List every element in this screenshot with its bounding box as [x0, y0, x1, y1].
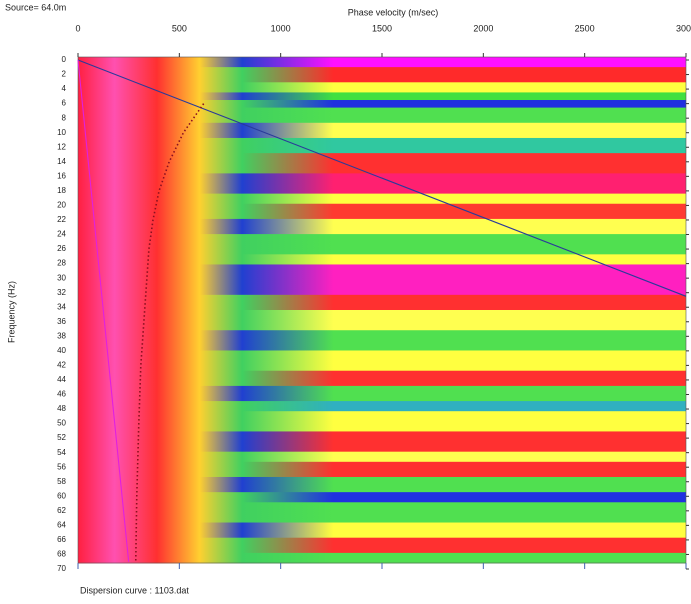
x-tick-label: 2000 — [473, 23, 493, 33]
heatmap-band — [78, 57, 686, 68]
heatmap-band — [78, 522, 686, 539]
heatmap-band — [78, 502, 686, 524]
heatmap-band — [78, 411, 686, 432]
heatmap-band — [78, 431, 686, 453]
heatmap-band — [78, 173, 686, 195]
y-tick-label: 34 — [57, 302, 66, 311]
y-tick-label: 22 — [57, 215, 66, 224]
heatmap-band — [78, 92, 686, 101]
y-tick-label: 60 — [57, 491, 66, 500]
y-tick-label: 56 — [57, 462, 66, 471]
y-tick-label: 8 — [62, 113, 67, 122]
y-tick-label: 66 — [57, 535, 66, 544]
x-tick-label: 2500 — [575, 23, 595, 33]
heatmap-band — [78, 476, 686, 493]
y-tick-label: 10 — [57, 128, 66, 137]
y-tick-label: 28 — [57, 259, 66, 268]
heatmap-band — [78, 370, 686, 387]
source-label: Source= 64.0m — [5, 2, 66, 12]
y-tick-label: 16 — [57, 171, 66, 180]
y-tick-label: 48 — [57, 404, 66, 413]
heatmap-band — [78, 310, 686, 331]
status-label: Dispersion curve : 1103.dat — [80, 585, 189, 595]
heatmap-band — [78, 122, 686, 139]
y-tick-label: 4 — [62, 84, 67, 93]
y-tick-label: 52 — [57, 433, 66, 442]
heatmap-band — [78, 294, 686, 311]
heatmap-band — [78, 461, 686, 478]
heatmap-band — [78, 234, 686, 255]
heatmap-band — [78, 350, 686, 372]
heatmap-band — [78, 218, 686, 235]
y-tick-label: 26 — [57, 244, 66, 253]
heatmap-band — [78, 330, 686, 351]
heatmap-band — [78, 552, 686, 564]
overlay-line — [77, 59, 130, 562]
x-axis-title: Phase velocity (m/sec) — [348, 7, 439, 17]
x-tick-label: 1500 — [372, 23, 392, 33]
heatmap-band — [78, 137, 686, 154]
x-tick-label: 500 — [172, 23, 187, 33]
y-axis-title: Frequency (Hz) — [6, 281, 16, 343]
y-tick-label: 40 — [57, 346, 66, 355]
heatmap-band — [78, 254, 686, 265]
plot-area: 0500100015002000250030000246810121416182… — [57, 23, 691, 573]
y-tick-label: 14 — [57, 157, 66, 166]
y-tick-label: 32 — [57, 288, 66, 297]
heatmap-band — [78, 451, 686, 463]
x-tick-label: 1000 — [271, 23, 291, 33]
y-tick-label: 50 — [57, 419, 66, 428]
heatmap-band — [78, 385, 686, 402]
heatmap-band — [78, 492, 686, 503]
y-tick-label: 38 — [57, 331, 66, 340]
heatmap-band — [78, 107, 686, 124]
y-tick-label: 12 — [57, 142, 66, 151]
heatmap-band — [78, 537, 686, 554]
overlay-line — [77, 59, 687, 297]
y-tick-label: 2 — [62, 70, 67, 79]
heatmap-band — [78, 264, 686, 296]
y-tick-label: 18 — [57, 186, 66, 195]
heatmap-band — [78, 401, 686, 412]
y-tick-label: 36 — [57, 317, 66, 326]
y-tick-label: 64 — [57, 520, 66, 529]
y-tick-label: 58 — [57, 477, 66, 486]
heatmap-band — [78, 100, 686, 109]
overlay-line — [134, 103, 205, 562]
heatmap-band — [78, 153, 686, 174]
heatmap-band — [78, 82, 686, 93]
heatmap-band — [78, 193, 686, 205]
y-tick-label: 42 — [57, 361, 66, 370]
y-tick-label: 20 — [57, 201, 66, 210]
y-tick-label: 24 — [57, 230, 66, 239]
y-tick-label: 6 — [62, 99, 67, 108]
y-tick-label: 62 — [57, 506, 66, 515]
y-tick-label: 46 — [57, 390, 66, 399]
y-tick-label: 70 — [57, 564, 66, 573]
y-tick-label: 30 — [57, 273, 66, 282]
y-tick-label: 44 — [57, 375, 66, 384]
y-tick-label: 54 — [57, 448, 66, 457]
y-tick-label: 0 — [62, 55, 67, 64]
heatmap-band — [78, 203, 686, 220]
x-tick-label: 0 — [75, 23, 80, 33]
y-tick-label: 68 — [57, 550, 66, 559]
heatmap-band — [78, 67, 686, 83]
